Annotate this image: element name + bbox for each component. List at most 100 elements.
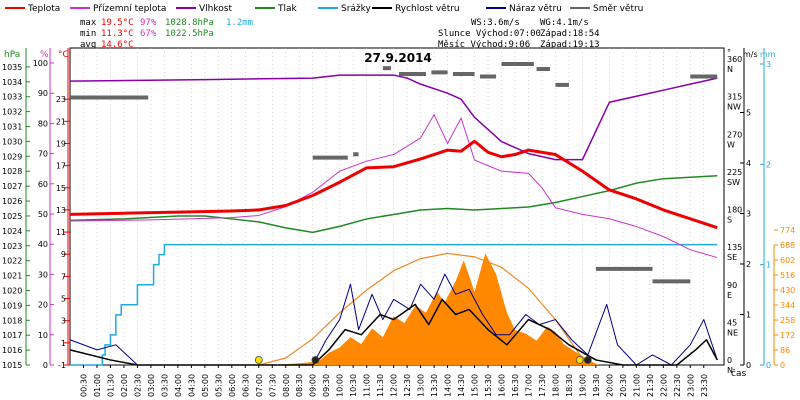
wm2-tick-label-8: 688: [780, 241, 795, 250]
wm2-tick-label-3: 258: [780, 316, 795, 325]
time-tick-label-14: 07:30: [268, 374, 277, 397]
time-tick-label-6: 03:30: [160, 374, 169, 397]
info-wg: WG:4.1m/s: [540, 18, 589, 28]
time-tick-label-4: 02:30: [133, 374, 142, 397]
hpa-tick-label-7: 1022: [2, 257, 22, 266]
time-tick-label-9: 05:00: [201, 374, 210, 397]
time-tick-label-13: 07:00: [255, 374, 264, 397]
temp-tick-label-6: 11: [56, 228, 66, 237]
time-tick-label-37: 19:00: [578, 374, 587, 397]
moon-marker-3: [583, 356, 592, 364]
hpa-tick-label-18: 1033: [2, 93, 22, 102]
pct-tick-label-9: 90: [38, 89, 48, 98]
stat-0-1: 19.5°C: [101, 18, 134, 28]
series-temperature-line: [69, 139, 718, 230]
pct-tick-label-2: 20: [38, 301, 48, 310]
dir-tick-compass-2: E: [727, 291, 732, 300]
hpa-tick-label-4: 1019: [2, 301, 22, 310]
hpa-tick-label-10: 1025: [2, 212, 22, 221]
time-tick-label-7: 04:00: [174, 374, 183, 397]
legend-label-5: Rychlost větru: [395, 4, 460, 14]
time-tick-label-20: 10:30: [349, 374, 358, 397]
time-tick-label-26: 13:30: [430, 374, 439, 397]
hpa-tick-label-12: 1027: [2, 182, 22, 191]
time-tick-label-33: 17:00: [524, 374, 533, 397]
wm2-tick-label-6: 516: [780, 271, 795, 280]
hpa-tick-label-3: 1018: [2, 316, 22, 325]
pct-tick-label-3: 30: [38, 270, 48, 279]
dir-tick-compass-0: N: [727, 366, 733, 375]
time-tick-label-35: 18:00: [551, 374, 560, 397]
time-tick-label-43: 22:00: [659, 374, 668, 397]
dir-tick-label-3: 135: [727, 243, 742, 252]
time-tick-label-28: 14:30: [457, 374, 466, 397]
pct-tick-label-6: 60: [38, 180, 48, 189]
time-tick-label-10: 05:30: [214, 374, 223, 397]
moon-marker-1: [311, 356, 320, 364]
time-tick-label-17: 09:00: [309, 374, 318, 397]
time-tick-label-15: 08:00: [282, 374, 291, 397]
hpa-tick-label-6: 1021: [2, 272, 22, 281]
time-tick-label-42: 21:30: [646, 374, 655, 397]
dir-tick-label-0: 0: [727, 356, 732, 365]
pct-tick-label-5: 50: [38, 210, 48, 219]
ms-tick-label-5: 5: [746, 109, 751, 118]
hpa-tick-label-0: 1015: [2, 361, 22, 370]
mm-tick-label-3: 3: [766, 60, 771, 69]
ms-tick-label-0: 0: [746, 361, 751, 370]
time-tick-label-44: 22:30: [673, 374, 682, 397]
temp-tick-label-1: 1: [61, 339, 66, 348]
series-wind-gust-line: [69, 273, 718, 366]
wm2-tick-label-4: 344: [780, 301, 795, 310]
time-tick-label-5: 03:00: [147, 374, 156, 397]
dir-tick-label-6: 270: [727, 130, 742, 139]
stat-1-0: min: [80, 29, 96, 39]
temp-tick-label-5: 9: [61, 250, 66, 259]
temp-tick-label-11: 21: [56, 117, 66, 126]
hpa-tick-label-13: 1028: [2, 167, 22, 176]
dir-tick-compass-8: N: [727, 65, 733, 74]
dir-tick-compass-5: SW: [727, 178, 740, 187]
stat-2-0: avg: [80, 40, 96, 50]
temp-axis-label: °C: [58, 50, 69, 60]
time-tick-label-3: 02:00: [120, 374, 129, 397]
ms-tick-label-1: 1: [746, 311, 751, 320]
legend-label-2: Vlhkost: [199, 4, 232, 14]
dir-tick-label-7: 315: [727, 93, 742, 102]
legend-label-7: Směr větru: [593, 4, 643, 14]
time-tick-label-32: 16:30: [511, 374, 520, 397]
time-tick-label-40: 20:30: [619, 374, 628, 397]
time-tick-label-2: 01:30: [106, 374, 115, 397]
wm2-tick-label-2: 172: [780, 331, 795, 340]
time-tick-label-36: 18:30: [565, 374, 574, 397]
stat-1-1: 11.3°C: [101, 29, 134, 39]
dir-tick-compass-4: S: [727, 216, 732, 225]
legend-label-6: Náraz větru: [509, 4, 562, 14]
wm2-tick-label-7: 602: [780, 256, 795, 265]
info-moon-set: Západ:19:13: [540, 40, 600, 50]
hpa-tick-label-5: 1020: [2, 286, 22, 295]
ms-tick-label-3: 3: [746, 210, 751, 219]
time-tick-label-11: 06:00: [228, 374, 237, 397]
time-tick-label-34: 17:30: [538, 374, 547, 397]
dir-tick-compass-1: NE: [727, 328, 738, 337]
dir-tick-label-8: 360: [727, 55, 742, 64]
dir-tick-label-4: 180: [727, 206, 742, 215]
time-tick-label-22: 11:30: [376, 374, 385, 397]
ms-axis-label: m/s: [743, 50, 758, 59]
temp-tick-label-3: 5: [61, 295, 66, 304]
time-tick-label-46: 23:30: [700, 374, 709, 397]
time-tick-label-0: 00:30: [79, 374, 88, 397]
temp-tick-label-7: 13: [56, 206, 66, 215]
dir-tick-label-2: 90: [727, 281, 737, 290]
legend-label-0: Teplota: [27, 4, 60, 14]
stat-0-2: 97%: [140, 18, 157, 28]
chart-title: 27.9.2014: [364, 51, 432, 65]
temp-tick-label-9: 17: [56, 162, 66, 171]
mm-tick-label-0: 0: [766, 361, 771, 370]
dir-tick-label-5: 225: [727, 168, 742, 177]
time-tick-label-8: 04:30: [187, 374, 196, 397]
info-ws: WS:3.6m/s: [471, 18, 520, 28]
stat-0-3: 1028.8hPa: [165, 18, 214, 28]
temp-tick-label-0: -1: [58, 361, 66, 370]
